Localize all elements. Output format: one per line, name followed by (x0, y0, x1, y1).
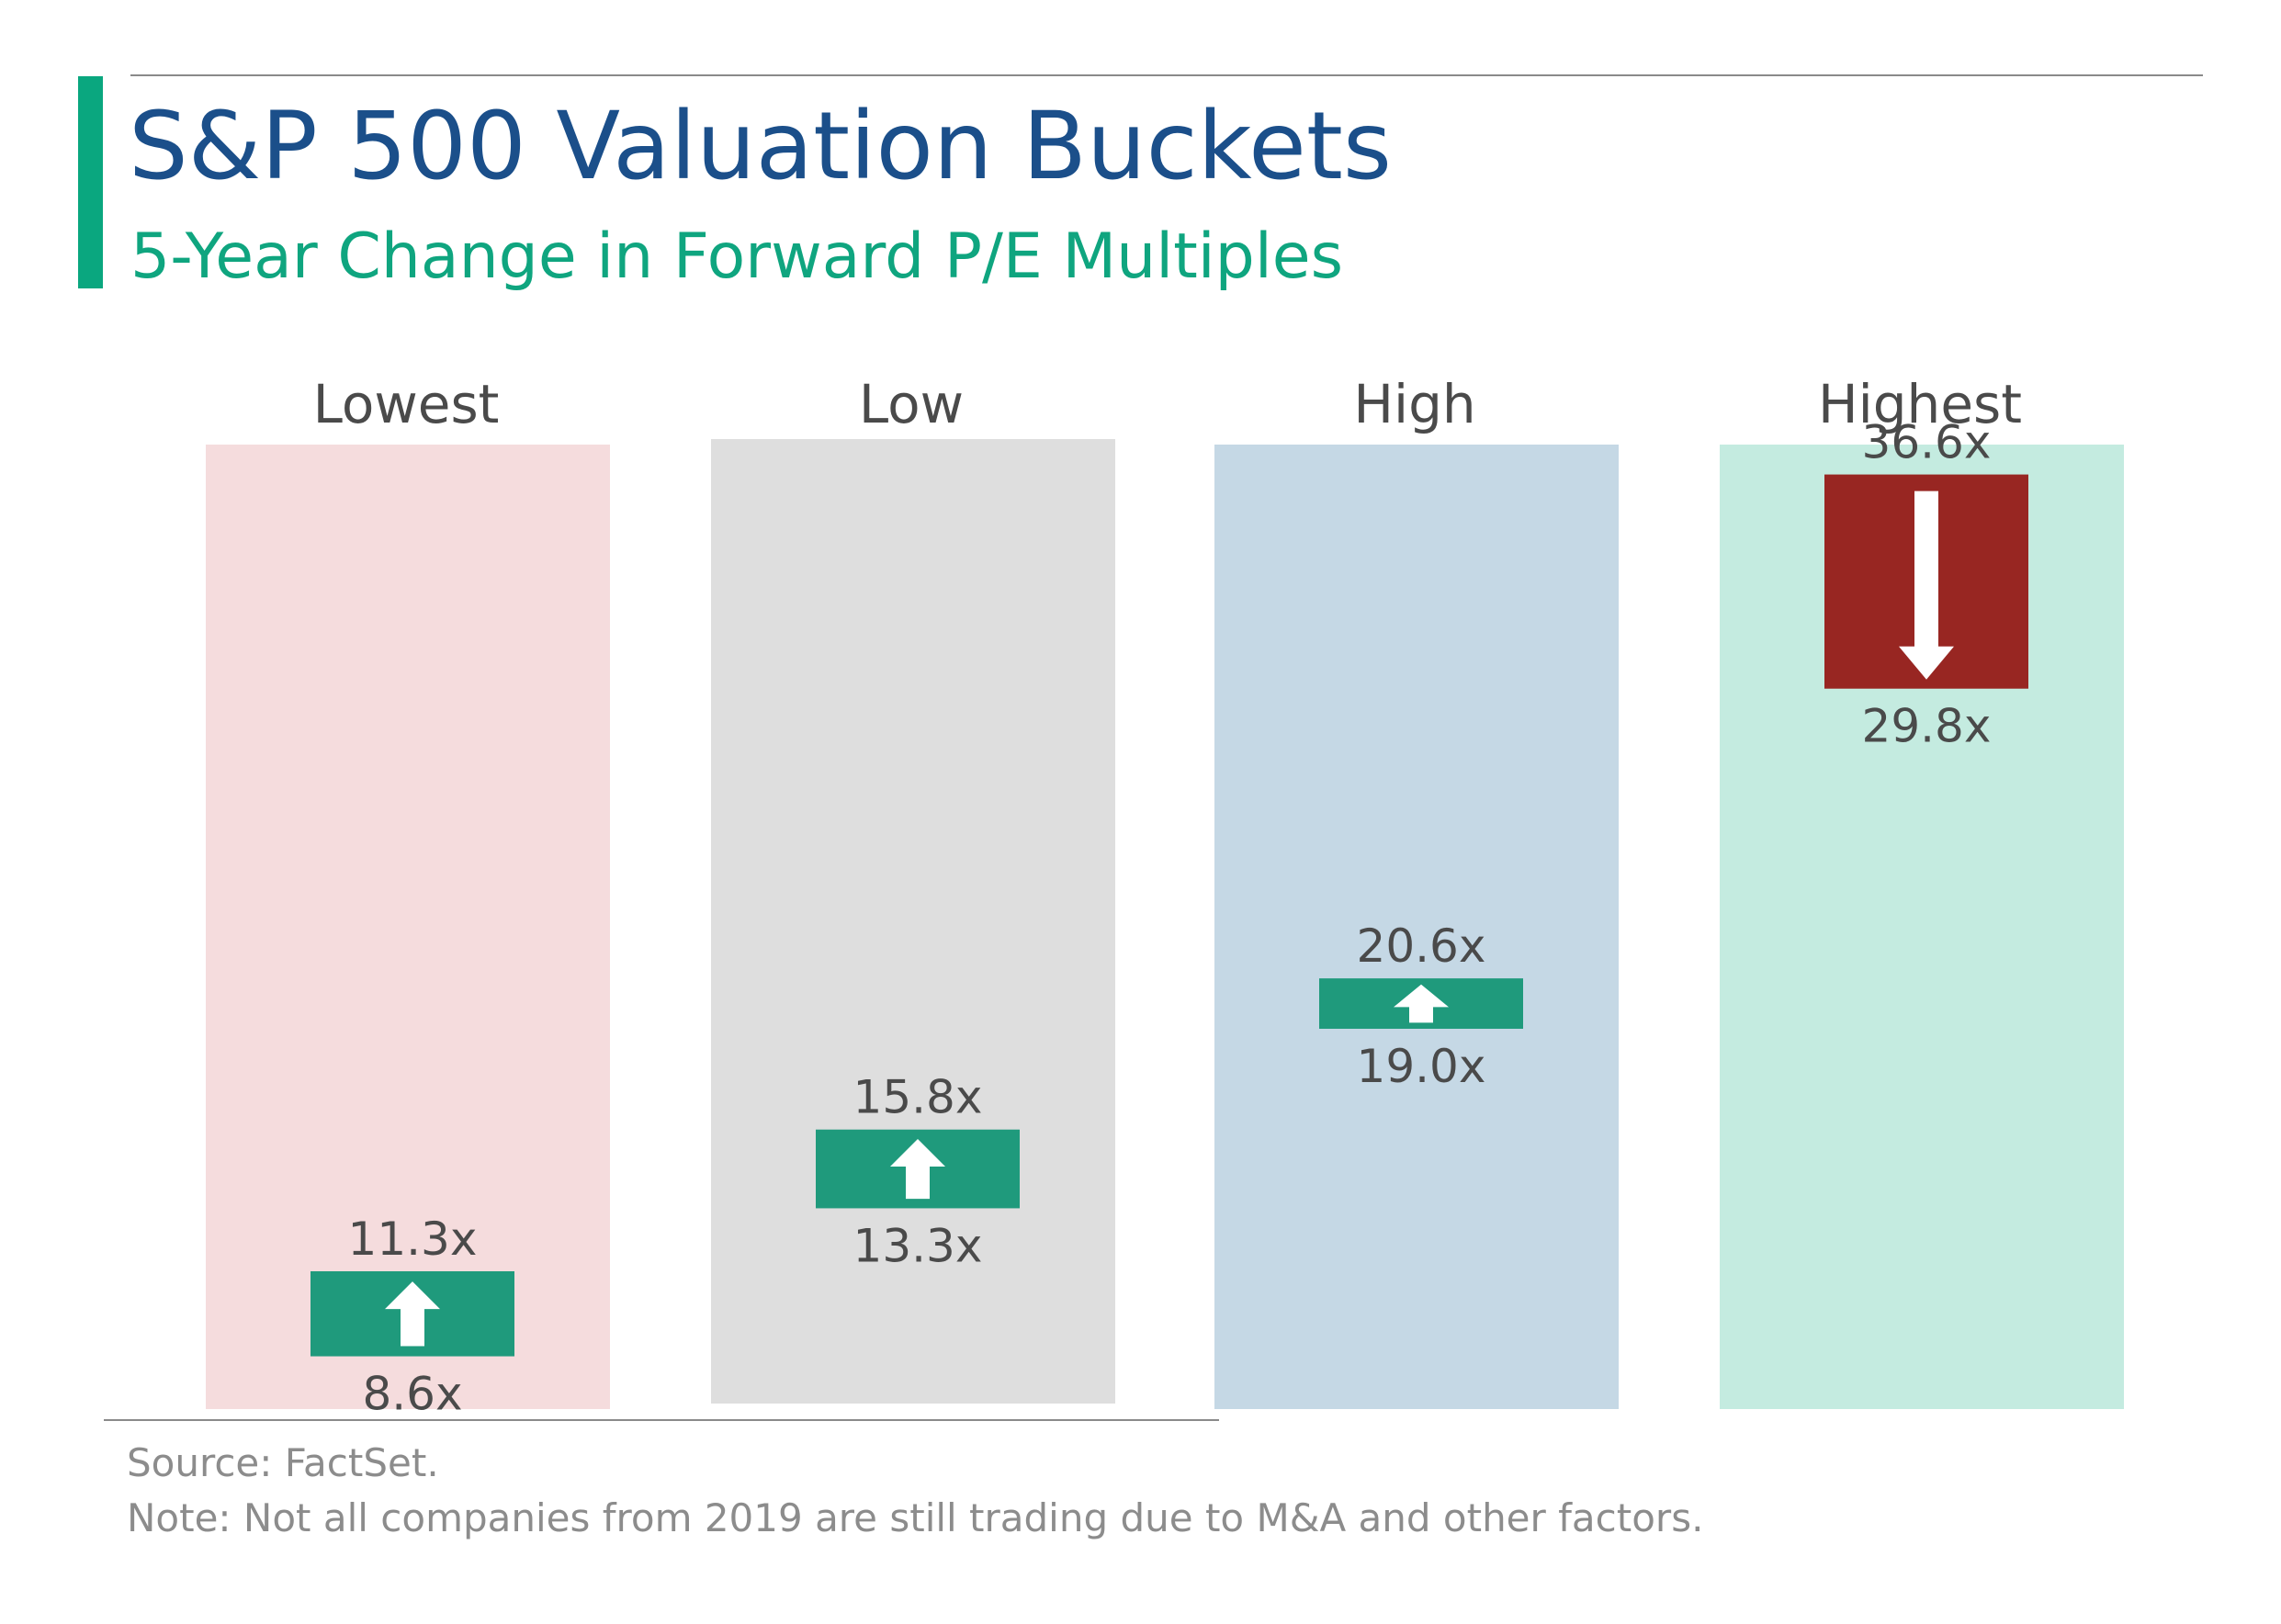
chart-subtitle: 5-Year Change in Forward P/E Multiples (130, 220, 1343, 293)
category-label-high: High (1353, 373, 1475, 435)
value-label-top-lowest: 11.3x (348, 1212, 478, 1266)
arrow-up-icon-low (890, 1139, 945, 1200)
arrow-down-icon-highest (1899, 491, 1954, 680)
bottom-rule (104, 1419, 1219, 1421)
top-rule (130, 74, 2203, 76)
category-label-highest: Highest (1818, 373, 2022, 435)
category-label-low: Low (859, 373, 964, 435)
source-note: Source: FactSet. (127, 1440, 439, 1485)
value-label-top-high: 20.6x (1357, 919, 1486, 973)
arrow-up-icon-lowest (385, 1281, 440, 1347)
panel-high (1214, 445, 1619, 1409)
value-label-bottom-highest: 29.8x (1862, 700, 1992, 753)
arrow-up-icon-high (1394, 984, 1449, 1023)
footnote: Note: Not all companies from 2019 are st… (127, 1495, 1704, 1540)
title-accent-bar (78, 76, 103, 288)
panel-lowest (206, 445, 610, 1409)
panel-low (711, 439, 1115, 1404)
value-label-top-low: 15.8x (853, 1071, 983, 1124)
value-label-bottom-high: 19.0x (1357, 1040, 1486, 1093)
value-label-top-highest: 36.6x (1862, 416, 1992, 469)
value-label-bottom-low: 13.3x (853, 1219, 983, 1272)
value-label-bottom-lowest: 8.6x (362, 1368, 462, 1421)
chart-title: S&P 500 Valuation Buckets (129, 92, 1393, 201)
category-label-lowest: Lowest (313, 373, 500, 435)
